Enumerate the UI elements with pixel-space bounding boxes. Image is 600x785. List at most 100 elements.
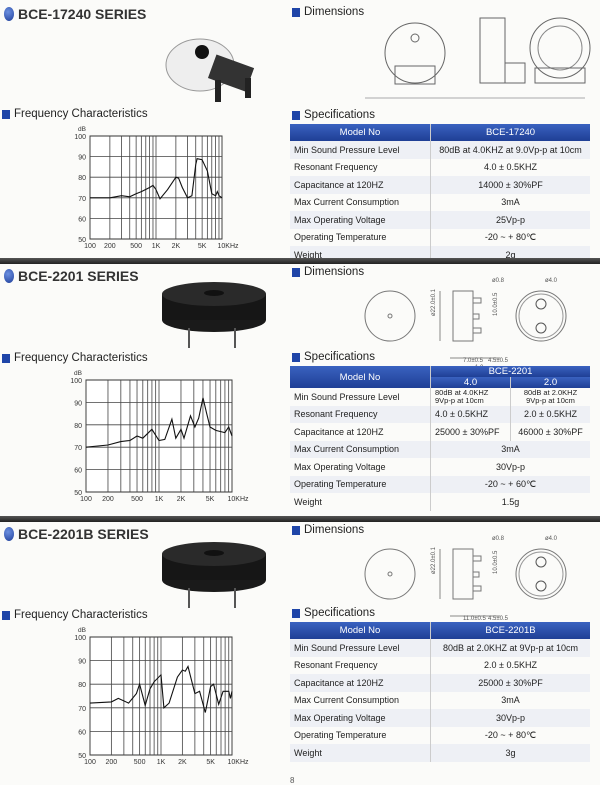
- x-tick-label: 1K: [155, 496, 164, 503]
- row-label: Max Operating Voltage: [290, 709, 431, 727]
- table-row: Operating Temperature -20 ~ + 80℃: [290, 726, 590, 744]
- dimension-drawing: ø0.8 ø4.0 ø22.0±0.1 10.0±0.5 11.0±0.5 4.5±0.5…: [355, 534, 595, 629]
- frequency-response-line: [85, 397, 233, 448]
- y-tick-label: 100: [70, 378, 82, 385]
- row-label: Max Current Consumption: [290, 691, 431, 709]
- row-value: 4.0 ± 0.5KHZ: [430, 405, 511, 423]
- frequency-response-line: [90, 158, 223, 200]
- frequency-label: Frequency Characteristics: [2, 352, 148, 364]
- row-value: 25000 ± 30%PF: [430, 674, 590, 692]
- x-tick-label: 2K: [177, 496, 186, 503]
- row-value: 80dB at 2.0KHZ 9Vp-p at 10cm: [523, 387, 578, 405]
- section-divider: [0, 516, 600, 522]
- table-row: Max Current Consumption 3mA: [290, 193, 590, 211]
- row-value: -20 ~ + 60℃: [430, 475, 590, 493]
- table-row: Resonant Frequency 2.0 ± 0.5KHZ: [290, 656, 590, 674]
- specifications-label-text: Specifications: [304, 351, 375, 363]
- row-value: 3mA: [430, 440, 590, 458]
- y-axis-unit: dB: [78, 627, 86, 634]
- header-cell: BCE-2201B: [430, 622, 590, 639]
- header-cell: Model No: [290, 124, 431, 141]
- y-axis-unit: dB: [78, 126, 86, 133]
- x-tick-label: 10KHz: [227, 496, 249, 503]
- row-value: 2.0 ± 0.5KHZ: [510, 405, 590, 423]
- dimension-label: ø0.8: [492, 536, 505, 542]
- x-tick-label: 200: [104, 243, 116, 250]
- y-tick-label: 50: [74, 490, 82, 497]
- y-tick-label: 60: [74, 468, 82, 475]
- header-cell: Model No: [290, 366, 431, 388]
- row-value: 4.0 ± 0.5KHZ: [484, 162, 537, 173]
- series-title-text: BCE-17240 SERIES: [18, 6, 147, 22]
- y-tick-label: 80: [74, 423, 82, 430]
- x-tick-label: 2K: [172, 243, 181, 250]
- dimensions-label: Dimensions: [292, 266, 364, 278]
- subheader-cell: 2.0: [510, 377, 590, 388]
- table-subheader-row: 4.0 2.0: [290, 377, 590, 388]
- row-label: Min Sound Pressure Level: [290, 388, 431, 406]
- frequency-label-text: Frequency Characteristics: [14, 108, 148, 120]
- series-title: BCE-17240 SERIES: [4, 6, 146, 22]
- x-tick-label: 1K: [152, 243, 161, 250]
- square-bullet-icon: [2, 353, 10, 363]
- table-row: Max Current Consumption 3mA: [290, 440, 590, 458]
- dimensions-label-text: Dimensions: [304, 6, 365, 18]
- x-tick-label: 2K: [178, 759, 187, 766]
- table-row: Min Sound Pressure Level 80dB at 2.0KHZ a…: [290, 639, 590, 657]
- series-title: BCE-2201 SERIES: [4, 268, 139, 284]
- row-label: Capacitance at 120HZ: [290, 674, 431, 692]
- page-number: 8: [290, 776, 295, 785]
- square-bullet-icon: [292, 267, 300, 277]
- x-tick-label: 10KHz: [227, 759, 249, 766]
- series-title-text: BCE-2201 SERIES: [18, 268, 139, 284]
- x-tick-label: 100: [84, 243, 96, 250]
- dimensions-label-text: Dimensions: [304, 524, 365, 536]
- row-value: 1.5g: [501, 496, 520, 507]
- x-tick-label: 5K: [206, 496, 215, 503]
- square-bullet-icon: [292, 352, 300, 362]
- frequency-label-text: Frequency Characteristics: [14, 352, 148, 364]
- row-value: 25Vp-p: [430, 211, 590, 229]
- row-value: 3mA: [501, 695, 520, 706]
- row-label: Min Sound Pressure Level: [290, 141, 431, 159]
- product-image: [160, 30, 260, 105]
- row-label: Operating Temperature: [290, 228, 431, 246]
- row-label: Weight: [290, 744, 431, 762]
- series-title: BCE-2201B SERIES: [4, 526, 149, 542]
- x-tick-label: 5K: [198, 243, 207, 250]
- product-image: [158, 280, 270, 360]
- row-label: Max Operating Voltage: [290, 211, 431, 229]
- row-label: Max Current Consumption: [290, 440, 431, 458]
- y-tick-label: 80: [78, 175, 86, 182]
- dimension-label: 4.5±0.5: [488, 358, 509, 364]
- table-row: Max Operating Voltage 30Vp-p: [290, 458, 590, 476]
- dimension-label: ø22.0±0.1: [431, 546, 437, 574]
- row-value: 30Vp-p: [430, 709, 590, 727]
- row-value: 3g: [430, 744, 590, 762]
- table-header-row: Model No BCE-2201B: [290, 622, 590, 639]
- frequency-label: Frequency Characteristics: [2, 108, 148, 120]
- specifications-label-text: Specifications: [304, 607, 375, 619]
- y-tick-label: 70: [78, 706, 86, 713]
- row-label: Resonant Frequency: [290, 405, 431, 423]
- y-tick-label: 50: [78, 237, 86, 244]
- y-tick-label: 60: [78, 729, 86, 736]
- y-tick-label: 50: [78, 753, 86, 760]
- dimension-label: ø4.0: [545, 536, 558, 542]
- series-section: BCE-17240 SERIES Dimensions Specifications…: [0, 0, 600, 264]
- table-header-row: Model No BCE-2201: [290, 366, 590, 388]
- square-bullet-icon: [292, 110, 300, 120]
- header-cell: Model No: [290, 622, 431, 639]
- square-bullet-icon: [292, 525, 300, 535]
- row-label: Min Sound Pressure Level: [290, 639, 431, 657]
- spec-table: Model No BCE-2201B Min Sound Pressure Leve…: [290, 622, 590, 762]
- row-value: 3mA: [501, 197, 520, 208]
- table-row: Resonant Frequency 4.0 ± 0.5KHZ: [290, 158, 590, 176]
- table-row: Weight 1.5g: [290, 493, 590, 511]
- row-value: 2.0 ± 0.5KHZ: [484, 660, 537, 671]
- table-row: Max Current Consumption 3mA: [290, 691, 590, 709]
- specifications-label: Specifications: [292, 109, 375, 121]
- x-tick-label: 1K: [157, 759, 166, 766]
